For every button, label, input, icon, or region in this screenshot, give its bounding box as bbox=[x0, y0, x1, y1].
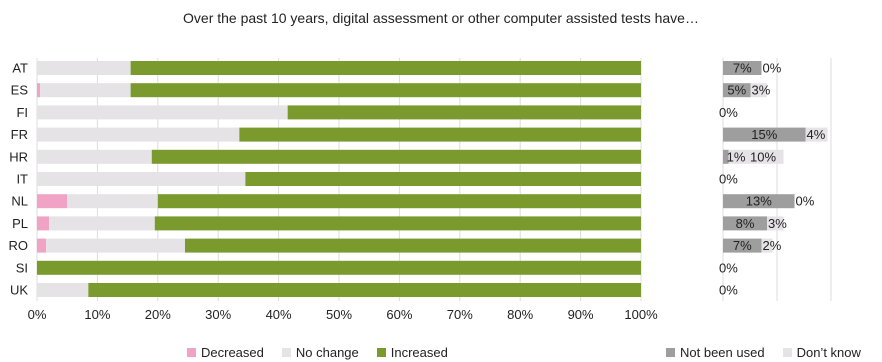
legend-item-decreased: Decreased bbox=[187, 345, 264, 360]
bar-decreased-pl bbox=[37, 216, 50, 231]
bar-no-change-nl bbox=[67, 194, 158, 209]
x-tick-label-3: 30% bbox=[205, 307, 231, 322]
bar-no-change-fi bbox=[37, 105, 288, 120]
legend-item-no-change: No change bbox=[281, 345, 359, 360]
side-bar-not-been-used-es bbox=[723, 83, 751, 98]
category-label-hr: HR bbox=[9, 149, 28, 164]
side-label-not-been-used-nl: 13% bbox=[746, 194, 772, 209]
bar-no-change-fr bbox=[37, 127, 240, 142]
bar-increased-si bbox=[37, 260, 641, 275]
bar-increased-es bbox=[130, 83, 641, 98]
side-bar-dont-know-fr bbox=[805, 127, 828, 142]
bar-increased-fi bbox=[287, 105, 641, 120]
main-legend: Decreased No change Increased bbox=[187, 345, 466, 360]
side-label-not-been-used-uk: 0% bbox=[719, 283, 738, 298]
x-tick-label-0: 0% bbox=[28, 307, 47, 322]
bar-no-change-es bbox=[40, 83, 131, 98]
side-bar-not-been-used-hr bbox=[723, 149, 729, 164]
side-bar-not-been-used-at bbox=[723, 61, 762, 75]
legend-label-no-change: No change bbox=[295, 345, 359, 360]
x-tick-label-4: 40% bbox=[266, 307, 292, 322]
side-label-dont-know-pl: 3% bbox=[768, 216, 787, 231]
side-bar-dont-know-ro bbox=[761, 238, 773, 253]
x-tick-label-2: 20% bbox=[145, 307, 171, 322]
legend-swatch-decreased bbox=[187, 348, 196, 357]
bar-increased-pl bbox=[154, 216, 641, 231]
category-label-ro: RO bbox=[9, 238, 29, 253]
bar-no-change-uk bbox=[37, 283, 89, 297]
legend-label-decreased: Decreased bbox=[201, 345, 264, 360]
side-bar-dont-know-hr bbox=[728, 149, 784, 164]
bar-no-change-at bbox=[37, 61, 131, 75]
legend-label-increased: Increased bbox=[390, 345, 448, 360]
side-bar-not-been-used-ro bbox=[723, 238, 762, 253]
category-label-nl: NL bbox=[11, 194, 28, 209]
legend-label-dont-know: Don’t know bbox=[796, 345, 861, 360]
legend-label-not-been-used: Not been used bbox=[680, 345, 765, 360]
side-label-not-been-used-fi: 0% bbox=[719, 105, 738, 120]
x-tick-label-9: 90% bbox=[568, 307, 594, 322]
bar-increased-ro bbox=[184, 238, 642, 253]
bar-no-change-ro bbox=[46, 238, 185, 253]
bar-decreased-es bbox=[37, 83, 41, 98]
side-label-not-been-used-si: 0% bbox=[719, 260, 738, 275]
chart-title: Over the past 10 years, digital assessme… bbox=[183, 10, 699, 26]
side-bar-not-been-used-pl bbox=[723, 216, 767, 231]
side-label-dont-know-es: 3% bbox=[752, 83, 771, 98]
category-label-si: SI bbox=[16, 260, 28, 275]
bar-no-change-it bbox=[37, 172, 246, 186]
side-label-not-been-used-es: 5% bbox=[727, 83, 746, 98]
x-tick-label-6: 60% bbox=[386, 307, 412, 322]
side-label-not-been-used-pl: 8% bbox=[736, 216, 755, 231]
legend-item-increased: Increased bbox=[376, 345, 448, 360]
category-label-it: IT bbox=[16, 172, 28, 187]
x-tick-label-8: 80% bbox=[507, 307, 533, 322]
bar-no-change-hr bbox=[37, 149, 152, 164]
side-legend: Not been used Don’t know bbox=[666, 345, 861, 360]
side-label-dont-know-nl: 0% bbox=[796, 194, 815, 209]
side-label-not-been-used-hr: 1% bbox=[727, 149, 746, 164]
bar-increased-fr bbox=[239, 127, 641, 142]
side-bar-not-been-used-fr bbox=[723, 127, 806, 142]
bar-decreased-ro bbox=[37, 238, 47, 253]
side-label-not-been-used-ro: 7% bbox=[733, 238, 752, 253]
x-tick-label-5: 50% bbox=[326, 307, 352, 322]
side-label-not-been-used-fr: 15% bbox=[751, 127, 777, 142]
category-label-fi: FI bbox=[16, 105, 28, 120]
legend-swatch-not-been-used bbox=[666, 348, 675, 357]
legend-item-dont-know: Don’t know bbox=[782, 345, 861, 360]
side-bar-dont-know-es bbox=[750, 83, 767, 98]
bar-no-change-pl bbox=[49, 216, 155, 231]
bar-increased-hr bbox=[151, 149, 641, 164]
category-label-fr: FR bbox=[11, 127, 28, 142]
legend-swatch-no-change bbox=[281, 348, 291, 357]
legend-swatch-increased bbox=[376, 348, 386, 357]
side-bar-dont-know-pl bbox=[767, 216, 784, 231]
x-tick-label-1: 10% bbox=[84, 307, 110, 322]
side-label-dont-know-hr: 10% bbox=[750, 149, 776, 164]
bar-increased-uk bbox=[88, 283, 642, 297]
side-bar-not-been-used-nl bbox=[723, 194, 795, 209]
x-tick-label-10: 100% bbox=[624, 307, 658, 322]
bar-increased-it bbox=[245, 172, 641, 186]
x-tick-label-7: 70% bbox=[447, 307, 473, 322]
side-label-dont-know-at: 0% bbox=[763, 61, 782, 76]
side-label-dont-know-fr: 4% bbox=[807, 127, 826, 142]
category-label-uk: UK bbox=[10, 283, 28, 298]
bar-decreased-nl bbox=[37, 194, 68, 209]
category-label-pl: PL bbox=[12, 216, 28, 231]
chart-canvas: 0% 10% 20% 30% 40% 50% 60% 70% 80% 90% 100% AT ES FI F… bbox=[9, 58, 832, 322]
bar-increased-nl bbox=[157, 194, 642, 209]
bar-increased-at bbox=[130, 61, 641, 75]
category-label-at: AT bbox=[12, 61, 28, 76]
side-label-dont-know-ro: 2% bbox=[763, 238, 782, 253]
legend-swatch-dont-know bbox=[782, 348, 792, 357]
category-label-es: ES bbox=[11, 83, 29, 98]
side-label-not-been-used-it: 0% bbox=[719, 172, 738, 187]
legend-item-not-been-used: Not been used bbox=[666, 345, 765, 360]
side-label-not-been-used-at: 7% bbox=[733, 61, 752, 76]
